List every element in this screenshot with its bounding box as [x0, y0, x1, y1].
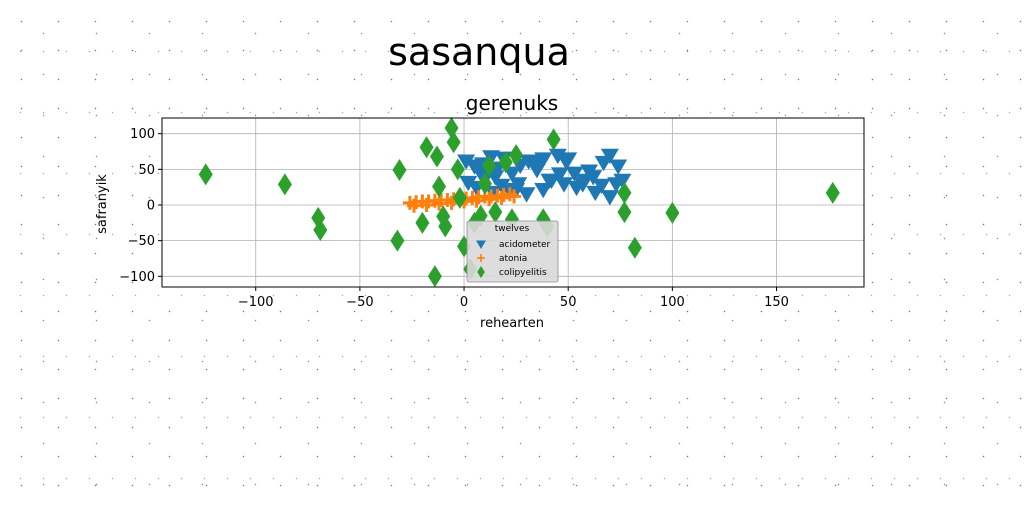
data-point — [419, 136, 434, 159]
chart-suptitle: sasanqua — [388, 30, 570, 74]
data-point — [825, 181, 840, 204]
data-point — [457, 154, 476, 170]
data-point — [584, 170, 603, 186]
data-point — [198, 163, 213, 186]
legend-entry-colipyelitis: colipyelitis — [477, 265, 547, 279]
data-point — [477, 254, 485, 262]
data-point — [432, 175, 447, 198]
data-point — [450, 158, 465, 181]
data-point — [407, 198, 422, 213]
data-point — [567, 180, 586, 197]
y-tick-label: 0 — [147, 198, 155, 213]
x-axis-ticks: −100 −50 0 50 100 150 — [238, 287, 789, 310]
legend: twelves acidometer atonia colipyelitis — [466, 220, 559, 283]
data-point — [415, 211, 430, 234]
x-axis-label: rehearten — [480, 316, 544, 331]
data-point — [600, 190, 619, 206]
x-tick-label: −100 — [238, 295, 274, 310]
data-point — [429, 145, 444, 168]
data-point — [613, 173, 632, 190]
data-point — [476, 240, 486, 249]
plot-frame — [161, 117, 865, 288]
data-point — [492, 178, 511, 195]
data-point — [452, 186, 467, 209]
data-point — [438, 215, 453, 238]
data-point — [498, 151, 513, 174]
x-tick-label: 0 — [460, 295, 468, 310]
data-point — [488, 201, 503, 224]
data-point — [609, 159, 628, 175]
legend-entry-atonia: atonia — [477, 254, 527, 264]
data-point — [559, 152, 578, 168]
data-point — [565, 166, 584, 182]
data-point — [617, 201, 632, 224]
data-point — [627, 236, 642, 259]
data-point — [313, 218, 328, 241]
data-point — [665, 201, 680, 224]
legend-title: twelves — [495, 224, 530, 234]
data-point — [507, 189, 522, 204]
legend-entries: acidometer atonia colipyelitis — [476, 240, 551, 279]
data-point — [592, 178, 611, 195]
data-point — [550, 167, 569, 183]
data-point — [477, 265, 485, 279]
legend-label: atonia — [499, 254, 527, 264]
data-point — [494, 190, 509, 205]
legend-box — [466, 220, 559, 283]
x-tick-label: 50 — [560, 295, 577, 310]
y-tick-label: −100 — [119, 270, 155, 285]
y-axis-ticks: −100 −50 0 50 100 — [119, 127, 162, 285]
legend-entry-acidometer: acidometer — [476, 240, 551, 250]
y-axis-label: safranyik — [95, 174, 110, 234]
data-point — [532, 155, 551, 172]
data-point — [482, 192, 497, 207]
y-tick-label: 100 — [130, 127, 155, 142]
data-point — [507, 183, 526, 199]
data-point — [446, 131, 461, 154]
data-point — [617, 181, 632, 204]
data-point — [427, 265, 442, 288]
data-point — [546, 128, 561, 151]
data-point — [419, 197, 434, 212]
x-tick-label: 150 — [764, 295, 789, 310]
data-point — [469, 193, 484, 208]
data-point — [392, 159, 407, 182]
plot-area — [161, 116, 865, 288]
data-point — [555, 177, 574, 193]
data-point — [600, 148, 619, 165]
legend-label: acidometer — [499, 240, 551, 250]
y-tick-label: −50 — [128, 234, 155, 249]
data-point — [459, 175, 478, 192]
data-point — [390, 229, 405, 252]
x-tick-label: 100 — [660, 295, 685, 310]
data-point — [509, 144, 524, 167]
data-point — [482, 150, 501, 166]
x-tick-label: −50 — [346, 295, 373, 310]
legend-label: colipyelitis — [499, 268, 547, 278]
data-point — [277, 173, 292, 196]
y-tick-label: 50 — [138, 163, 155, 178]
data-point — [477, 172, 492, 195]
chart-title: gerenuks — [466, 91, 558, 115]
data-point — [482, 154, 497, 177]
data-point — [432, 196, 447, 211]
data-point — [517, 187, 536, 203]
data-point — [534, 183, 553, 199]
